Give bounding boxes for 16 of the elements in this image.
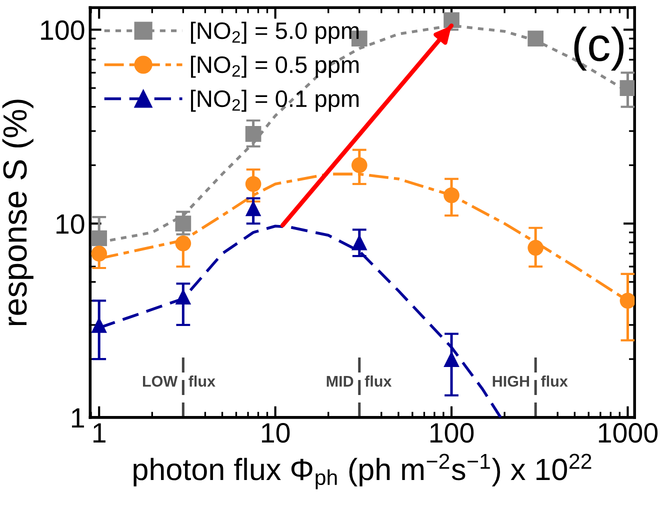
x-tick-label: 1 [93,423,106,442]
x-tick-label: 10 [262,423,290,443]
legend-label: [NO$_{2}$] = 5.0 ppm [191,22,359,44]
x-tick-label: 100 [430,423,474,443]
y-tick-label: 100 [41,20,84,40]
x-tick-label: 1000 [598,423,658,443]
y-tick-label: 10 [56,214,84,234]
x-axis-title: photon flux Φ$_{ph}$ (ph m$^{−2}$s$^{−1}$) x 10$^{22}$ [134,454,592,490]
y-axis-title: response S (%) [2,100,34,326]
ref-line-label: MID flux [326,375,392,387]
annotation: (c) [574,26,624,71]
y-tick-label: 1 [72,408,84,428]
ref-line-label: LOW flux [143,375,216,387]
legend-label: [NO$_{2}$] = 0.1 ppm [191,90,359,112]
legend-label: [NO$_{2}$] = 0.5 ppm [191,56,359,78]
ref-line-label: HIGH flux [492,375,568,387]
